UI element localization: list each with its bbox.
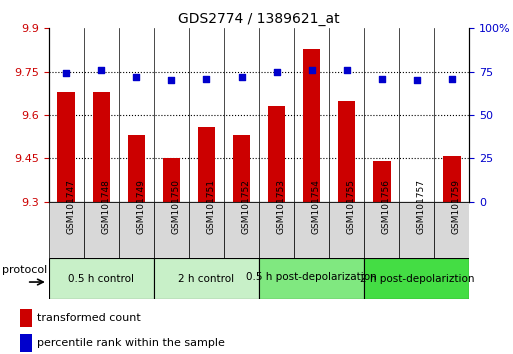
Text: GSM101750: GSM101750 [171, 179, 181, 234]
Point [238, 74, 246, 80]
Point [378, 76, 386, 81]
Bar [224, 202, 259, 258]
Text: percentile rank within the sample: percentile rank within the sample [37, 338, 225, 348]
Bar [128, 135, 145, 202]
Bar [119, 202, 154, 258]
Point [97, 67, 105, 73]
Bar [198, 127, 215, 202]
Bar [20, 334, 32, 352]
Bar [20, 309, 32, 327]
Point [343, 67, 351, 73]
Point [202, 76, 210, 81]
Bar [364, 258, 469, 299]
Bar [189, 202, 224, 258]
Bar [259, 258, 364, 299]
Title: GDS2774 / 1389621_at: GDS2774 / 1389621_at [178, 12, 340, 26]
Point [412, 78, 421, 83]
Bar [154, 258, 259, 299]
Text: GSM101753: GSM101753 [277, 179, 286, 234]
Text: GSM101757: GSM101757 [417, 179, 426, 234]
Bar [259, 202, 294, 258]
Point [132, 74, 141, 80]
Text: GSM101754: GSM101754 [311, 179, 321, 234]
Bar [294, 202, 329, 258]
Bar [364, 202, 399, 258]
Bar [303, 48, 321, 202]
Text: 0.5 h post-depolarization: 0.5 h post-depolarization [246, 272, 377, 282]
Bar [49, 258, 154, 299]
Point [62, 70, 70, 76]
Bar [49, 202, 84, 258]
Point [307, 67, 315, 73]
Text: GSM101751: GSM101751 [206, 179, 215, 234]
Text: 0.5 h control: 0.5 h control [68, 274, 134, 284]
Bar [435, 202, 469, 258]
Text: 2 h post-depolariztion: 2 h post-depolariztion [360, 274, 474, 284]
Text: GSM101756: GSM101756 [382, 179, 391, 234]
Bar [329, 202, 364, 258]
Point [167, 78, 175, 83]
Text: protocol: protocol [3, 265, 48, 275]
Text: GSM101755: GSM101755 [347, 179, 356, 234]
Point [272, 69, 281, 75]
Text: GSM101748: GSM101748 [101, 179, 110, 234]
Text: transformed count: transformed count [37, 313, 141, 323]
Point [448, 76, 456, 81]
Bar [84, 202, 119, 258]
Bar [268, 107, 285, 202]
Bar [154, 202, 189, 258]
Text: GSM101749: GSM101749 [136, 179, 145, 234]
Text: 2 h control: 2 h control [179, 274, 234, 284]
Bar [373, 161, 390, 202]
Bar [57, 92, 75, 202]
Bar [399, 202, 435, 258]
Bar [443, 155, 461, 202]
Bar [163, 159, 180, 202]
Text: GSM101759: GSM101759 [452, 179, 461, 234]
Bar [233, 135, 250, 202]
Text: GSM101752: GSM101752 [242, 179, 250, 234]
Bar [338, 101, 356, 202]
Bar [92, 92, 110, 202]
Text: GSM101747: GSM101747 [66, 179, 75, 234]
